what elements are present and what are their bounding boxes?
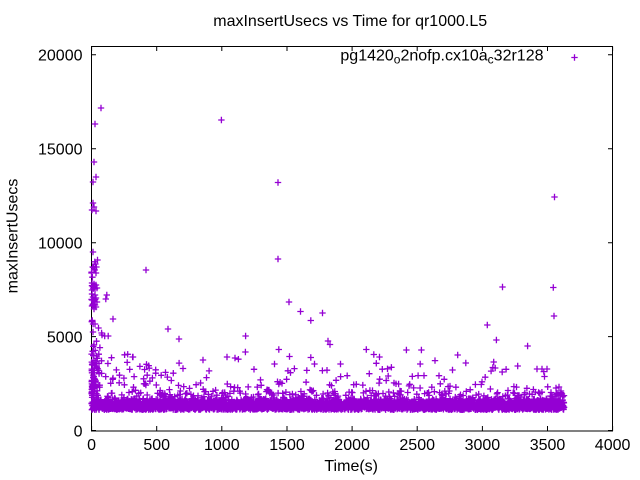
svg-text:1000: 1000 — [204, 437, 240, 454]
svg-text:0: 0 — [74, 423, 83, 440]
svg-text:0: 0 — [87, 437, 96, 454]
svg-text:1500: 1500 — [269, 437, 305, 454]
svg-text:pg1420o2nofp.cx10ac32r128: pg1420o2nofp.cx10ac32r128 — [340, 48, 543, 67]
svg-text:maxInsertUsecs vs Time for qr1: maxInsertUsecs vs Time for qr1000.L5 — [213, 13, 487, 30]
svg-text:15000: 15000 — [38, 142, 83, 159]
svg-text:2000: 2000 — [334, 437, 370, 454]
svg-text:10000: 10000 — [38, 236, 83, 253]
svg-text:4000: 4000 — [595, 437, 631, 454]
svg-text:500: 500 — [143, 437, 170, 454]
svg-text:maxInsertUsecs: maxInsertUsecs — [5, 179, 22, 294]
svg-text:Time(s): Time(s) — [324, 458, 378, 475]
svg-text:3000: 3000 — [465, 437, 501, 454]
svg-text:3500: 3500 — [530, 437, 566, 454]
svg-text:2500: 2500 — [399, 437, 435, 454]
svg-text:5000: 5000 — [47, 329, 83, 346]
svg-text:20000: 20000 — [38, 48, 83, 65]
